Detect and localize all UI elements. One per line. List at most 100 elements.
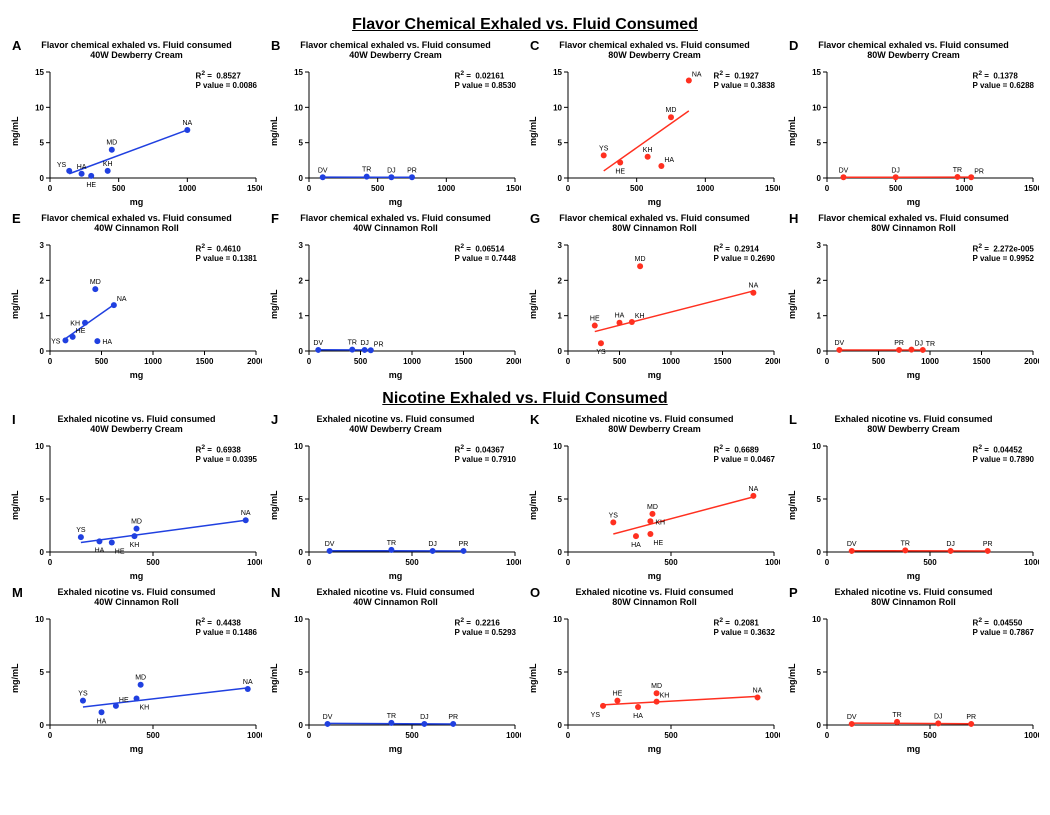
svg-text:5: 5	[817, 139, 822, 148]
svg-text:DJ: DJ	[360, 340, 369, 347]
svg-text:2: 2	[558, 276, 563, 285]
panel-title: Exhaled nicotine vs. Fluid consumed40W C…	[10, 587, 263, 611]
svg-text:PR: PR	[894, 340, 904, 347]
svg-text:0: 0	[48, 184, 53, 193]
section-title-1: Nicotine Exhaled vs. Fluid Consumed	[10, 390, 1040, 408]
svg-text:TR: TR	[901, 540, 910, 547]
svg-text:0: 0	[299, 721, 304, 730]
svg-text:0: 0	[825, 357, 830, 366]
svg-text:1500: 1500	[714, 357, 732, 366]
figure-root: Flavor Chemical Exhaled vs. Fluid Consum…	[10, 16, 1040, 758]
svg-text:HE: HE	[119, 697, 129, 704]
panel-letter: I	[12, 412, 16, 427]
svg-text:5: 5	[558, 668, 563, 677]
svg-text:5: 5	[817, 668, 822, 677]
svg-text:DV: DV	[323, 714, 333, 721]
svg-text:1500: 1500	[973, 357, 991, 366]
svg-text:500: 500	[923, 558, 937, 567]
svg-text:1000: 1000	[1024, 731, 1039, 740]
svg-text:10: 10	[553, 615, 562, 624]
svg-text:10: 10	[294, 615, 303, 624]
svg-text:10: 10	[812, 103, 821, 112]
svg-text:0: 0	[566, 184, 571, 193]
svg-text:10: 10	[294, 442, 303, 451]
svg-text:DV: DV	[839, 167, 849, 174]
svg-text:KH: KH	[660, 693, 670, 700]
panel-title: Flavor chemical exhaled vs. Fluid consum…	[528, 40, 781, 64]
svg-text:HA: HA	[631, 542, 641, 549]
svg-text:KH: KH	[130, 542, 140, 549]
svg-text:KH: KH	[70, 321, 80, 328]
svg-text:5: 5	[40, 495, 45, 504]
svg-text:2000: 2000	[247, 357, 262, 366]
svg-text:0: 0	[566, 731, 571, 740]
x-axis-label: mg	[10, 571, 263, 581]
panel-letter: H	[789, 211, 798, 226]
stats-text: R2 = 0.6938P value = 0.0395	[196, 444, 257, 465]
panel-letter: A	[12, 38, 21, 53]
svg-text:0: 0	[566, 357, 571, 366]
svg-text:TR: TR	[387, 540, 396, 547]
x-axis-label: mg	[528, 571, 781, 581]
scatter-plot: R2 = 0.02161P value = 0.8530 05001000150…	[281, 66, 522, 196]
y-axis-label: mg/mL	[528, 239, 540, 369]
svg-text:5: 5	[40, 668, 45, 677]
stats-text: R2 = 2.272e-005P value = 0.9952	[973, 243, 1034, 264]
svg-text:KH: KH	[643, 147, 653, 154]
x-axis-label: mg	[269, 370, 522, 380]
svg-text:NA: NA	[117, 296, 127, 303]
svg-text:MD: MD	[651, 683, 662, 690]
panel-C: C Flavor chemical exhaled vs. Fluid cons…	[528, 38, 781, 211]
panel-title: Flavor chemical exhaled vs. Fluid consum…	[269, 40, 522, 64]
svg-text:HA: HA	[615, 313, 625, 320]
svg-text:0: 0	[48, 558, 53, 567]
svg-text:2: 2	[40, 276, 45, 285]
svg-text:2000: 2000	[1024, 357, 1039, 366]
svg-text:YS: YS	[51, 338, 61, 345]
panel-title: Flavor chemical exhaled vs. Fluid consum…	[10, 213, 263, 237]
svg-text:NA: NA	[241, 510, 251, 517]
panel-title: Exhaled nicotine vs. Fluid consumed40W C…	[269, 587, 522, 611]
panel-title: Flavor chemical exhaled vs. Fluid consum…	[787, 213, 1040, 237]
svg-text:500: 500	[95, 357, 109, 366]
svg-text:10: 10	[812, 615, 821, 624]
svg-text:10: 10	[294, 103, 303, 112]
svg-text:3: 3	[558, 241, 563, 250]
stats-text: R2 = 0.2216P value = 0.5293	[455, 617, 516, 638]
svg-text:TR: TR	[362, 167, 371, 174]
svg-text:500: 500	[371, 184, 385, 193]
svg-text:500: 500	[112, 184, 126, 193]
svg-text:YS: YS	[78, 691, 88, 698]
svg-text:DV: DV	[847, 541, 857, 548]
scatter-plot: R2 = 0.4610P value = 0.1381 050010001500…	[22, 239, 263, 369]
svg-text:MD: MD	[635, 256, 646, 263]
scatter-plot: R2 = 0.1927P value = 0.3838 050010001500…	[540, 66, 781, 196]
svg-text:NA: NA	[182, 120, 192, 127]
svg-text:TR: TR	[892, 712, 901, 719]
panel-title: Exhaled nicotine vs. Fluid consumed80W C…	[787, 587, 1040, 611]
stats-text: R2 = 0.2914P value = 0.2690	[714, 243, 775, 264]
svg-text:2000: 2000	[506, 357, 521, 366]
panel-M: M Exhaled nicotine vs. Fluid consumed40W…	[10, 585, 263, 758]
svg-text:0: 0	[40, 347, 45, 356]
svg-text:NA: NA	[243, 679, 253, 686]
svg-text:YS: YS	[596, 349, 606, 356]
panel-title: Exhaled nicotine vs. Fluid consumed40W D…	[10, 414, 263, 438]
svg-text:500: 500	[146, 558, 160, 567]
svg-text:KH: KH	[140, 705, 150, 712]
svg-text:10: 10	[35, 442, 44, 451]
svg-text:2000: 2000	[765, 357, 780, 366]
panel-O: O Exhaled nicotine vs. Fluid consumed80W…	[528, 585, 781, 758]
svg-text:5: 5	[299, 668, 304, 677]
x-axis-label: mg	[10, 197, 263, 207]
y-axis-label: mg/mL	[10, 613, 22, 743]
y-axis-label: mg/mL	[787, 613, 799, 743]
svg-text:DJ: DJ	[891, 167, 900, 174]
scatter-plot: R2 = 0.4438P value = 0.1486 050010000510…	[22, 613, 263, 743]
svg-text:1000: 1000	[178, 184, 196, 193]
panel-grid-0: A Flavor chemical exhaled vs. Fluid cons…	[10, 38, 1040, 384]
panel-letter: G	[530, 211, 540, 226]
svg-text:1000: 1000	[765, 731, 780, 740]
svg-text:DJ: DJ	[420, 714, 429, 721]
y-axis-label: mg/mL	[528, 440, 540, 570]
